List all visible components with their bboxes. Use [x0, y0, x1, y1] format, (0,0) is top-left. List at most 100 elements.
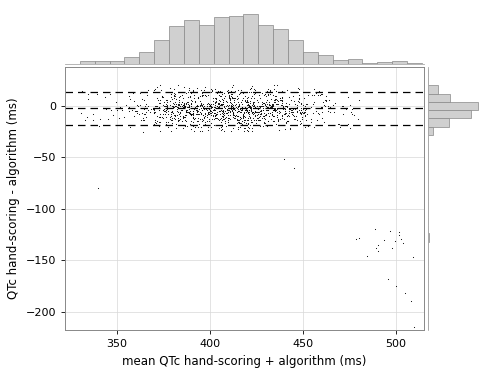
Point — [292, 100, 300, 106]
Point — [270, 87, 278, 93]
Point — [315, 111, 323, 117]
Point — [260, 91, 268, 97]
Point — [296, 121, 304, 127]
Point — [160, 103, 168, 109]
Point — [171, 102, 179, 108]
Point — [170, 104, 177, 110]
Point — [284, 112, 292, 118]
Point — [294, 98, 302, 104]
Point — [244, 113, 252, 119]
Point — [396, 229, 404, 235]
Point — [262, 103, 270, 109]
Point — [228, 84, 235, 90]
Point — [194, 107, 202, 113]
Point — [299, 106, 307, 112]
Point — [238, 121, 246, 127]
Point — [278, 104, 286, 110]
Point — [216, 102, 224, 108]
Point — [205, 108, 213, 114]
Point — [205, 116, 213, 122]
Point — [243, 108, 251, 114]
Point — [270, 99, 278, 105]
Point — [205, 103, 213, 109]
Point — [241, 104, 249, 110]
Point — [180, 84, 188, 90]
Point — [140, 97, 148, 103]
Point — [228, 102, 236, 108]
Point — [234, 103, 241, 109]
Point — [113, 107, 121, 113]
Point — [236, 105, 244, 111]
Point — [239, 95, 247, 101]
Point — [392, 238, 400, 244]
Point — [254, 117, 262, 123]
Point — [268, 101, 276, 107]
Point — [228, 128, 235, 134]
Point — [271, 93, 279, 99]
Point — [175, 102, 183, 108]
Point — [213, 108, 221, 114]
Point — [269, 103, 277, 109]
Point — [274, 116, 282, 122]
Point — [273, 106, 281, 112]
Point — [214, 105, 222, 111]
Point — [191, 124, 199, 130]
Point — [256, 123, 264, 129]
Point — [198, 107, 206, 113]
Point — [401, 290, 409, 296]
Bar — [288, 39, 303, 64]
Point — [287, 107, 295, 113]
Point — [260, 100, 268, 106]
Point — [246, 104, 254, 110]
Bar — [110, 61, 124, 64]
Point — [283, 113, 291, 119]
Point — [324, 108, 332, 114]
Point — [406, 298, 414, 304]
Point — [260, 113, 268, 119]
Point — [290, 98, 298, 104]
Point — [220, 104, 228, 110]
Point — [284, 118, 292, 124]
Point — [168, 120, 175, 126]
Point — [174, 102, 182, 108]
Point — [264, 90, 272, 96]
Point — [256, 117, 264, 123]
Point — [162, 111, 170, 117]
Point — [218, 114, 226, 120]
Point — [242, 106, 250, 112]
Point — [240, 110, 248, 116]
Point — [234, 106, 242, 112]
Point — [240, 119, 248, 125]
Point — [246, 86, 254, 92]
Point — [208, 116, 216, 122]
Point — [410, 324, 418, 330]
Point — [275, 108, 283, 114]
Point — [372, 244, 380, 250]
Point — [204, 124, 212, 130]
Point — [172, 101, 179, 107]
Point — [260, 120, 268, 126]
Point — [244, 109, 252, 115]
Point — [194, 102, 202, 108]
Point — [202, 114, 210, 120]
Point — [278, 88, 286, 94]
Point — [192, 99, 200, 105]
Point — [152, 117, 160, 123]
X-axis label: mean QTc hand-scoring + algorithm (ms): mean QTc hand-scoring + algorithm (ms) — [122, 355, 366, 368]
Point — [186, 122, 194, 128]
Point — [226, 106, 234, 112]
Point — [181, 103, 189, 109]
Point — [184, 104, 192, 110]
Point — [294, 92, 302, 98]
Point — [182, 123, 190, 129]
Point — [272, 93, 280, 99]
Point — [196, 116, 203, 122]
Point — [140, 115, 147, 121]
Point — [164, 108, 172, 114]
Point — [177, 122, 185, 128]
Point — [298, 102, 306, 108]
Point — [386, 228, 394, 234]
Point — [176, 107, 184, 113]
Point — [162, 109, 170, 115]
Point — [196, 128, 204, 134]
